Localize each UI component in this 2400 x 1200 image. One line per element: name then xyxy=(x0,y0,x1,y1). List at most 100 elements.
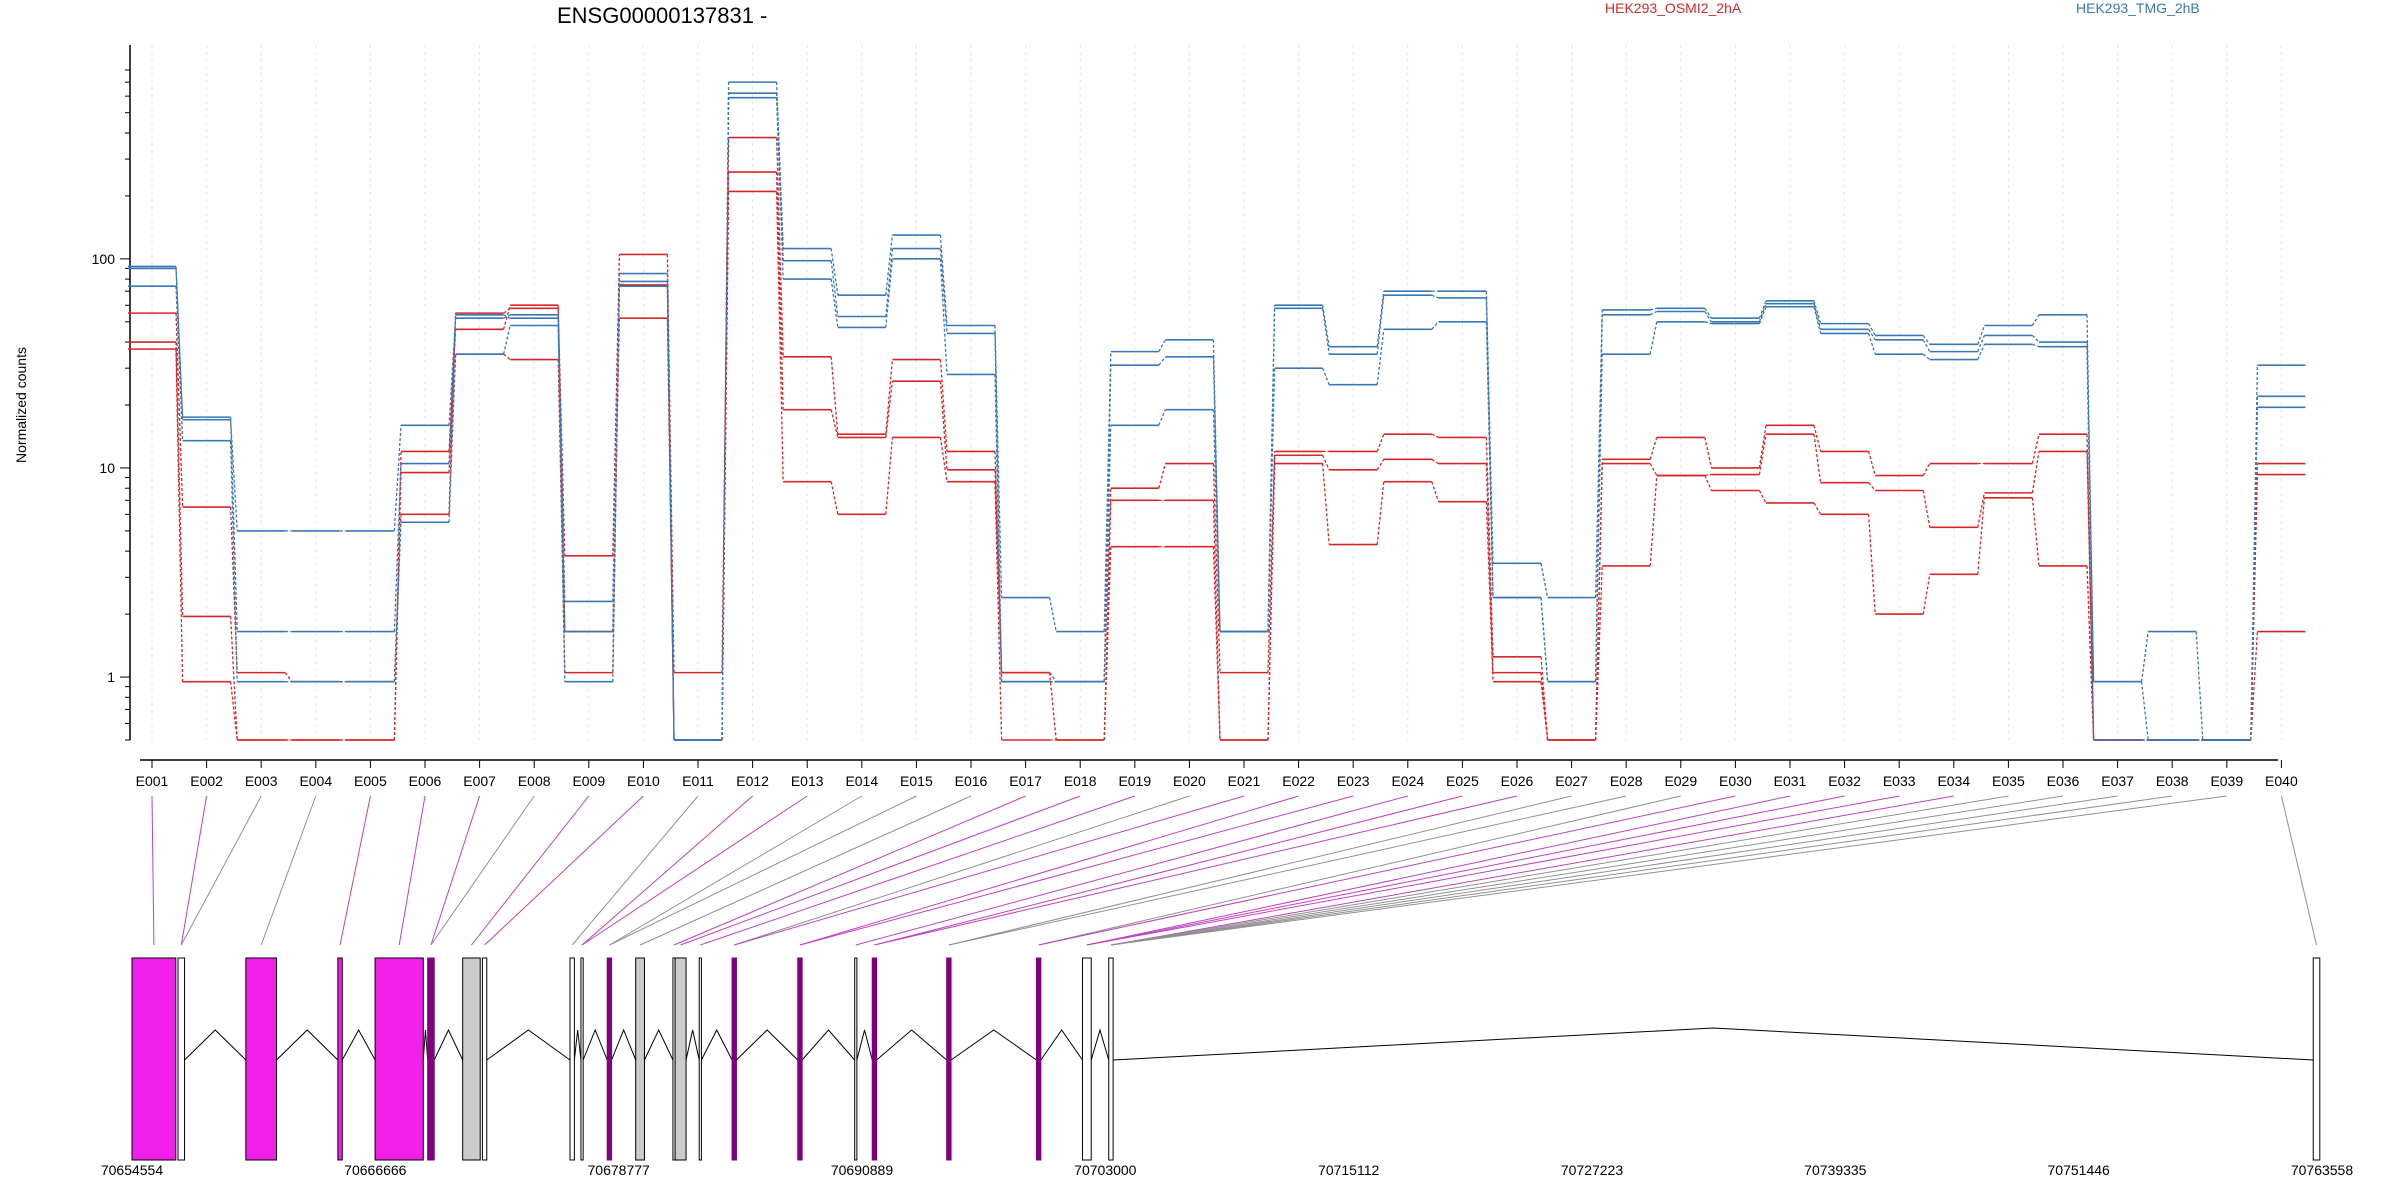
exon-transition xyxy=(1103,546,1112,741)
exon-transition xyxy=(1048,597,1057,632)
intron-line xyxy=(433,1028,464,1061)
exon-transition xyxy=(1813,303,1822,330)
x-tick-label: E013 xyxy=(791,773,824,789)
exon-transition xyxy=(175,342,184,617)
exon-transition xyxy=(721,137,730,673)
exon-box xyxy=(177,957,186,1161)
exon-transition xyxy=(393,522,402,682)
exon-transition xyxy=(1977,335,1986,352)
x-tick-label: E040 xyxy=(2265,773,2298,789)
exon-transition xyxy=(775,93,784,261)
exon-transition xyxy=(1649,475,1658,566)
exon-transition xyxy=(1977,344,1985,360)
exon-connector xyxy=(1110,795,2009,946)
exon-transition xyxy=(1594,565,1603,741)
exon-box xyxy=(854,957,858,1161)
exon-transition xyxy=(2031,314,2040,326)
exon-transition xyxy=(1813,300,1822,324)
exon-transition xyxy=(1758,300,1767,319)
exon-transition xyxy=(1376,458,1385,471)
exon-connector xyxy=(874,795,1518,946)
exon-transition xyxy=(1540,656,1549,741)
exon-transition xyxy=(830,279,839,328)
x-tick-label: E026 xyxy=(1501,773,1534,789)
exon-transition xyxy=(229,417,238,632)
exon-transition xyxy=(557,325,566,682)
x-tick-label: E021 xyxy=(1228,773,1261,789)
exon-box xyxy=(337,957,343,1161)
exon-transition xyxy=(502,325,511,355)
x-tick-label: E015 xyxy=(900,773,933,789)
x-tick-label: E037 xyxy=(2101,773,2134,789)
exon-transition xyxy=(830,356,839,435)
exon-transition xyxy=(939,234,948,326)
exon-transition xyxy=(1376,433,1385,452)
y-tick-label: 100 xyxy=(92,251,116,267)
exon-transition xyxy=(1922,463,1931,476)
y-tick-label: 1 xyxy=(107,669,115,685)
exon-transition xyxy=(1049,672,1057,683)
exon-transition xyxy=(939,258,948,375)
exon-transition xyxy=(2031,497,2040,566)
exon-transition xyxy=(994,469,1003,673)
exon-transition xyxy=(1704,307,1712,319)
exon-connector xyxy=(948,795,1627,946)
x-tick-label: E014 xyxy=(845,773,878,789)
exon-connector xyxy=(1110,795,2064,946)
exon-transition xyxy=(1704,475,1712,491)
exon-transition xyxy=(885,359,894,435)
exon-connector xyxy=(180,795,262,946)
x-tick-label: E024 xyxy=(1391,773,1424,789)
coordinate-label: 70763558 xyxy=(2291,1162,2354,1178)
exon-transition xyxy=(885,248,894,317)
exon-transition xyxy=(939,437,948,482)
exon-transition xyxy=(1321,308,1330,355)
exon-transition xyxy=(1267,308,1276,632)
exon-connector xyxy=(1086,795,1791,946)
exon-transition xyxy=(830,481,839,515)
exon-connector xyxy=(571,795,699,946)
legend-label-tmg: HEK293_TMG_2hB xyxy=(2076,0,2200,16)
exon-transition xyxy=(2140,631,2149,682)
exon-connector xyxy=(1086,795,1900,946)
exon-transition xyxy=(885,258,894,328)
exon-connector xyxy=(700,795,1135,946)
exon-connector xyxy=(1086,795,1845,946)
genomic-coordinate-labels: 70654554 70666666 70678777 70690889 70703000… xyxy=(101,1162,2354,1178)
exon-transition xyxy=(1704,321,1712,325)
x-tick-label: E003 xyxy=(245,773,278,789)
exon-transition xyxy=(1867,514,1876,615)
x-tick-label: E035 xyxy=(1992,773,2025,789)
exon-transition xyxy=(1813,306,1822,334)
exon-transition xyxy=(1540,681,1549,741)
intron-line xyxy=(1090,1028,1110,1061)
intron-line xyxy=(276,1029,339,1061)
intron-line xyxy=(582,1028,608,1061)
coordinate-label: 70703000 xyxy=(1074,1162,1137,1178)
exon-connector xyxy=(799,795,1354,946)
exon-transition xyxy=(1594,354,1603,682)
intron-line xyxy=(685,1029,700,1061)
exon-transition xyxy=(1868,323,1876,336)
exon-transition xyxy=(830,260,839,317)
exon-transition xyxy=(1267,368,1276,632)
exon-transition xyxy=(1431,321,1439,330)
exon-transition xyxy=(448,354,457,523)
coordinate-label: 70715112 xyxy=(1318,1162,1379,1178)
exon-transition xyxy=(393,425,402,531)
exon-connector xyxy=(680,795,1081,946)
exon-transition xyxy=(885,234,894,296)
exon-transition xyxy=(1158,339,1166,352)
x-tick-label: E031 xyxy=(1774,773,1807,789)
x-tick-label: E032 xyxy=(1828,773,1861,789)
exon-transition xyxy=(393,463,402,632)
exon-transition xyxy=(1431,481,1440,502)
exon-transition xyxy=(1649,437,1658,460)
exon-transition xyxy=(721,97,730,741)
exon-transition xyxy=(229,681,238,741)
x-tick-label: E020 xyxy=(1173,773,1206,789)
exon-transition xyxy=(2031,434,2040,464)
exon-connector xyxy=(180,795,208,946)
exon-transition xyxy=(229,616,238,741)
exon-transition xyxy=(503,353,511,361)
